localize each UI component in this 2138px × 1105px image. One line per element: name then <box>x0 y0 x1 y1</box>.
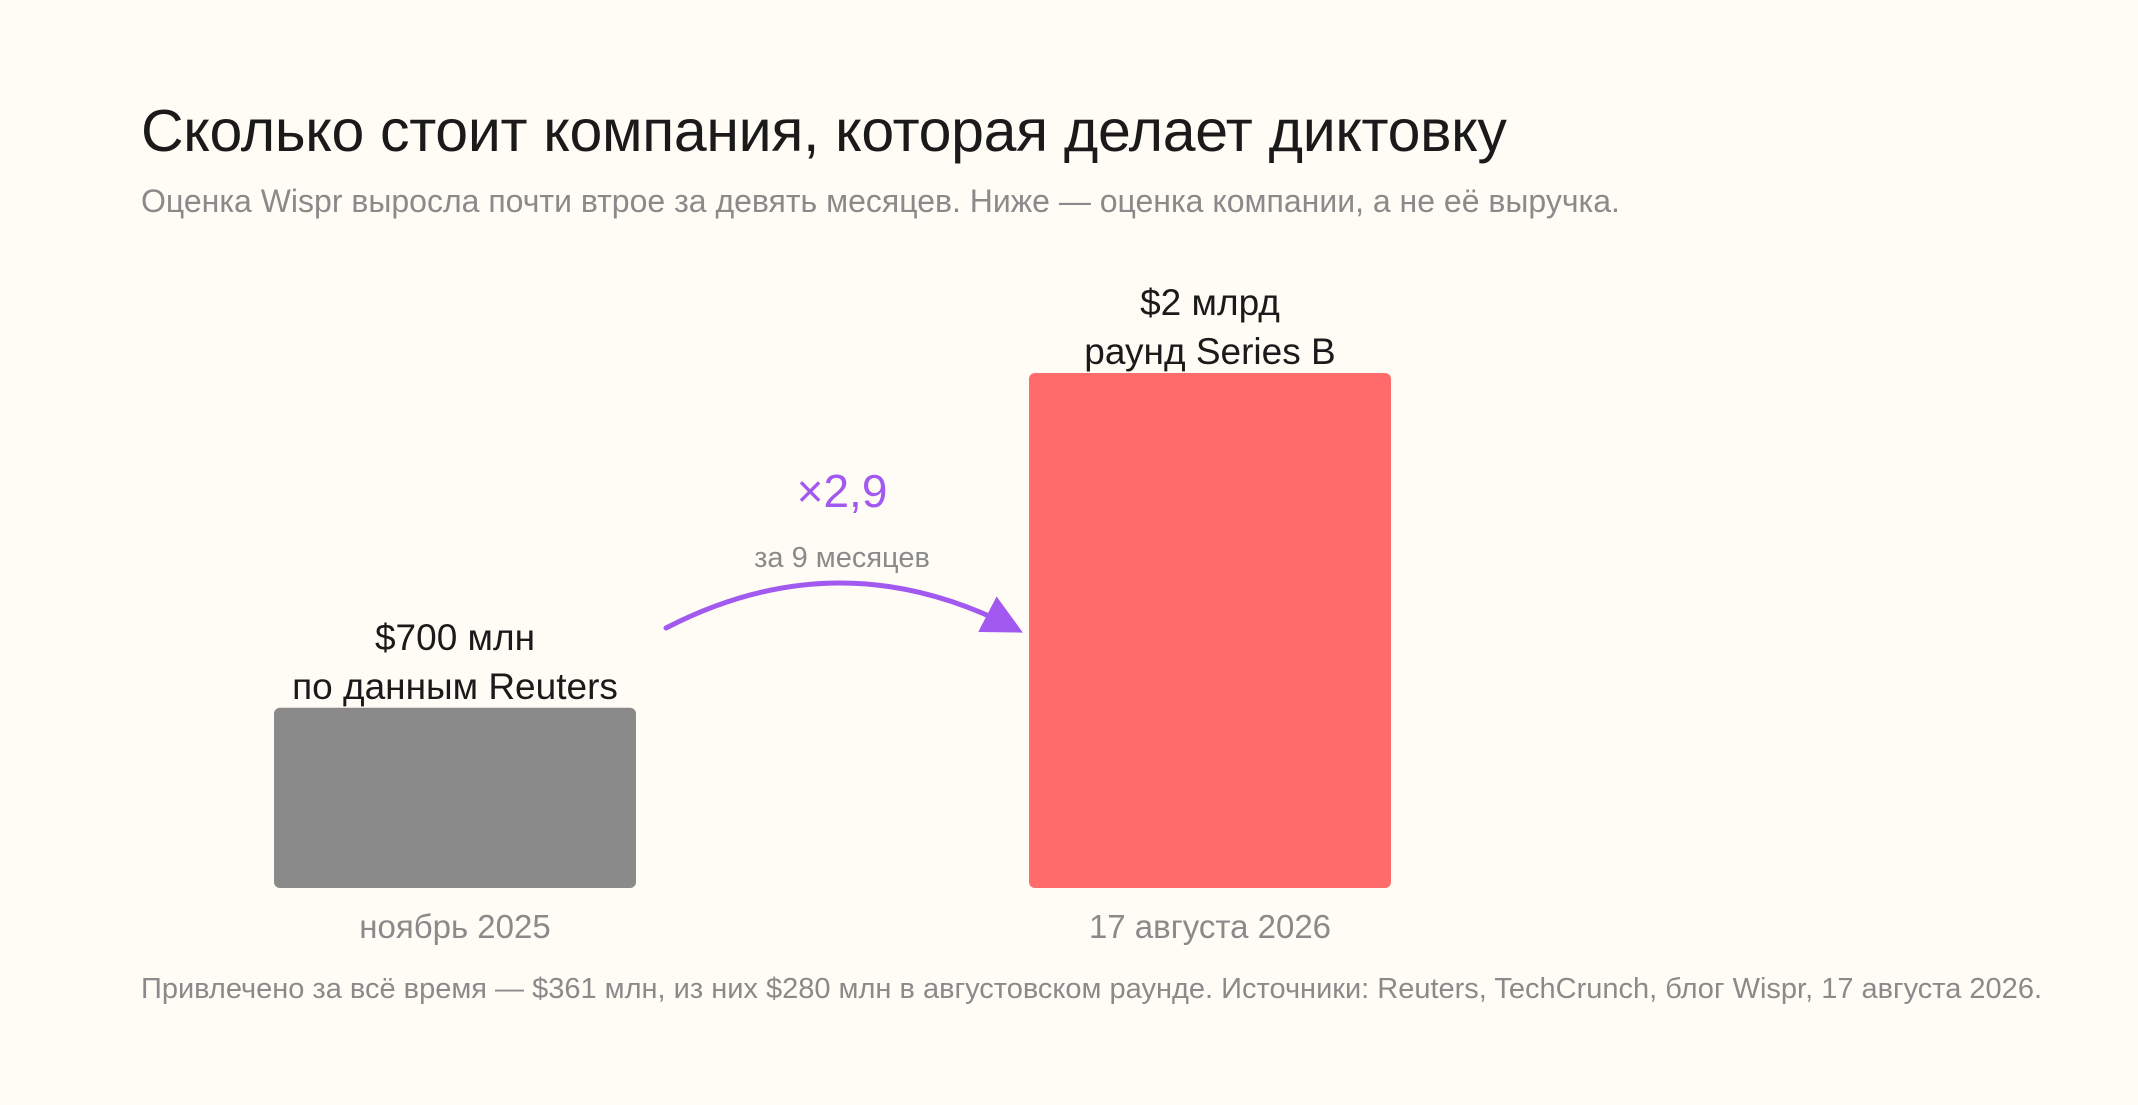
bar-1 <box>274 707 636 888</box>
chart-subtitle: Оценка Wispr выросла почти втрое за девя… <box>141 183 1620 219</box>
growth-multiplier: ×2,9 <box>797 465 888 517</box>
value-note-2: раунд Series B <box>1084 331 1335 372</box>
value-note-1: по данным Reuters <box>292 666 618 707</box>
bar-2 <box>1029 373 1391 888</box>
value-label-2: $2 млрд <box>1140 282 1280 323</box>
value-label-1: $700 млн <box>375 617 535 658</box>
category-label-1: ноябрь 2025 <box>359 908 550 945</box>
growth-period: за 9 месяцев <box>754 542 930 574</box>
chart-title: Сколько стоит компания, которая делает д… <box>141 98 1507 164</box>
growth-arrow <box>663 580 1023 633</box>
chart-footnote: Привлечено за всё время — $361 млн, из н… <box>141 973 2043 1005</box>
category-label-2: 17 августа 2026 <box>1089 908 1331 945</box>
